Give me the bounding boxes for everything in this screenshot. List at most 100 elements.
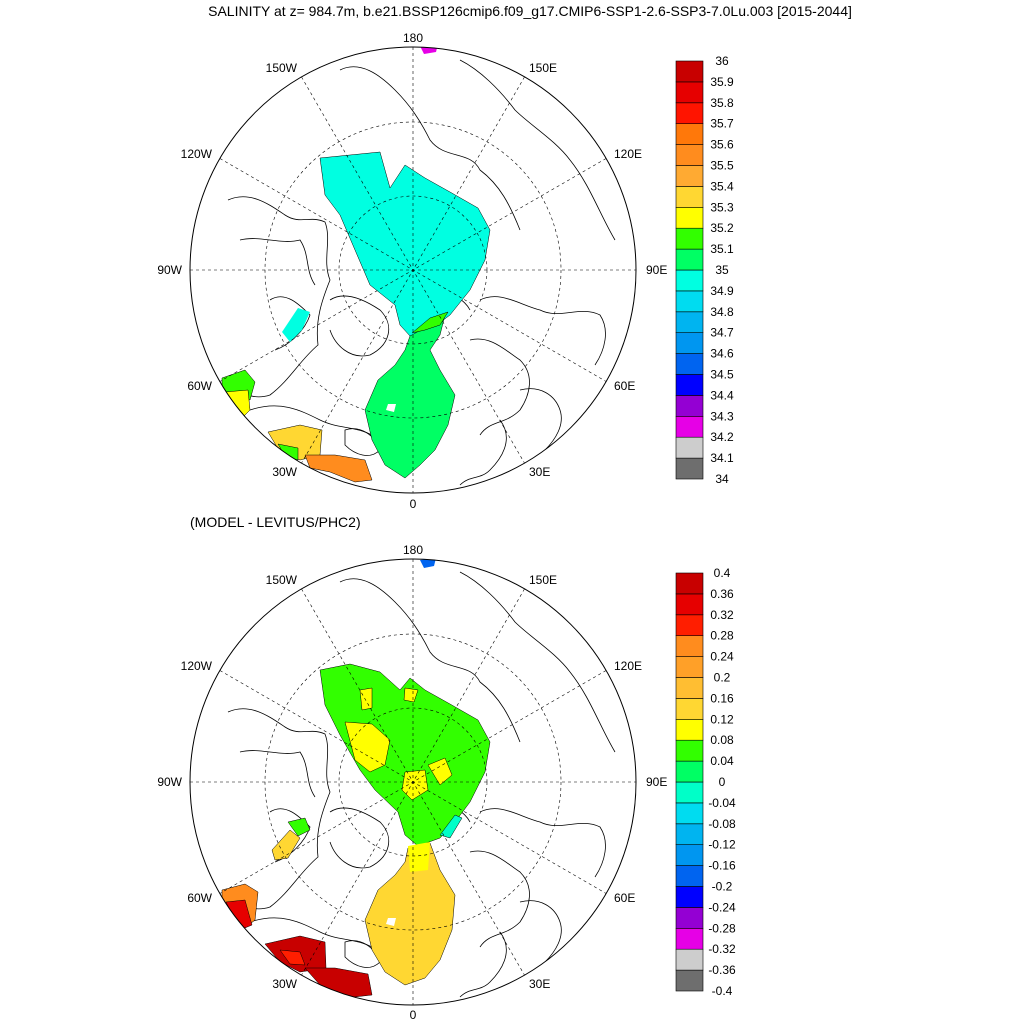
diff-0-08-e xyxy=(427,757,453,786)
colorbar-swatch xyxy=(675,123,704,145)
colorbar-label: 35.4 xyxy=(710,179,734,193)
colorbar-label: 35.2 xyxy=(710,221,734,235)
colorbar-label: 0.2 xyxy=(714,671,731,685)
longitude-labels-bottom: 180 0 90W 90E 150W 150E 120W 120E 60W 60… xyxy=(157,543,667,1022)
colorbar-label: 35.7 xyxy=(710,117,734,131)
svg-text:120E: 120E xyxy=(614,147,642,161)
svg-text:180: 180 xyxy=(403,31,423,45)
colorbar-swatch xyxy=(675,656,704,678)
diff-neg-sliver xyxy=(439,814,463,839)
page-title: SALINITY at z= 984.7m, b.e21.BSSP126cmip… xyxy=(208,3,852,19)
colorbar-label: -0.16 xyxy=(708,859,736,873)
svg-text:0: 0 xyxy=(410,497,417,511)
colorbar-label: 0.36 xyxy=(710,587,734,601)
colorbar-swatch xyxy=(675,614,704,636)
region-pacific-magenta xyxy=(420,47,438,54)
colorbar-label: -0.12 xyxy=(708,838,736,852)
colorbar-swatch xyxy=(675,248,704,271)
colorbar-label: 34 xyxy=(715,472,729,486)
colorbar-label: 0.16 xyxy=(710,691,734,705)
svg-text:30W: 30W xyxy=(272,465,297,479)
colorbar-swatch xyxy=(675,948,704,971)
colorbar-swatch xyxy=(675,353,704,375)
difference-plot-title: (MODEL - LEVITUS/PHC2) xyxy=(190,514,361,530)
colorbar-label: 0.24 xyxy=(710,650,734,664)
svg-text:120W: 120W xyxy=(181,147,213,161)
colorbar-swatch xyxy=(675,572,704,595)
colorbar-swatch xyxy=(675,969,704,992)
colorbar-label: 35 xyxy=(715,263,729,277)
colorbar-label: -0.2 xyxy=(712,880,733,894)
colorbar-swatch xyxy=(675,374,704,396)
colorbar-swatch xyxy=(675,698,704,720)
difference-colorbar: 0.4 0.36 0.32 0.28 0.24 0.2 0.16 0.12 0.08 0.04 0 -… xyxy=(675,566,736,998)
colorbar-swatch xyxy=(675,269,704,292)
colorbar-swatch xyxy=(675,865,704,887)
colorbar-swatch xyxy=(675,436,704,459)
coastlines xyxy=(227,59,616,486)
colorbar-label: 0.12 xyxy=(710,712,734,726)
colorbar-label: 34.4 xyxy=(710,388,734,402)
svg-text:30E: 30E xyxy=(529,465,550,479)
difference-polar-map: 180 0 90W 90E 150W 150E 120W 120E 60W 60… xyxy=(157,543,667,1022)
colorbar-swatch xyxy=(675,81,704,104)
colorbar-swatch xyxy=(675,332,704,354)
svg-text:60W: 60W xyxy=(187,379,212,393)
colorbar-label: 35.1 xyxy=(710,242,734,256)
region-35-1-sliver xyxy=(411,311,449,334)
colorbar-swatch xyxy=(675,927,704,950)
region-labrador-yellow xyxy=(224,389,251,419)
colorbar-label: -0.04 xyxy=(708,796,736,810)
svg-text:150W: 150W xyxy=(266,573,298,587)
diff-baffin-yellow xyxy=(271,829,301,861)
svg-text:60W: 60W xyxy=(187,891,212,905)
colorbar-label: 0.32 xyxy=(710,608,734,622)
colorbar-label: 34.5 xyxy=(710,368,734,382)
svg-text:120E: 120E xyxy=(614,659,642,673)
svg-text:150W: 150W xyxy=(266,61,298,75)
colorbar-swatch xyxy=(675,635,704,657)
colorbar-swatch xyxy=(675,593,704,616)
colorbar-swatch xyxy=(675,781,704,804)
colorbar-label: 34.2 xyxy=(710,430,734,444)
colorbar-label: 0.08 xyxy=(710,733,734,747)
colorbar-label: -0.28 xyxy=(708,921,736,935)
diff-nordic-red xyxy=(304,967,373,999)
colorbar-label: 35.6 xyxy=(710,138,734,152)
colorbar-label: -0.24 xyxy=(708,900,736,914)
colorbar-swatch xyxy=(675,290,704,313)
svg-text:180: 180 xyxy=(403,543,423,557)
svg-text:90W: 90W xyxy=(157,263,182,277)
colorbar-label: 36 xyxy=(715,54,729,68)
diff-0-08-b xyxy=(359,687,373,711)
colorbar-label: 34.9 xyxy=(710,284,734,298)
diff-irminger-orange xyxy=(279,949,306,966)
diff-pacific-blue xyxy=(420,559,436,568)
colorbar-swatch xyxy=(675,739,704,762)
map-border xyxy=(189,46,637,494)
svg-text:60E: 60E xyxy=(614,891,635,905)
svg-text:120W: 120W xyxy=(181,659,213,673)
colorbar-swatch xyxy=(675,165,704,187)
colorbar-label: 0 xyxy=(719,775,726,789)
colorbar-swatch xyxy=(675,457,704,480)
diff-0-12-nordic xyxy=(364,842,456,986)
colorbar-label: 35.8 xyxy=(710,96,734,110)
colorbar-label: 35.5 xyxy=(710,159,734,173)
colorbar-label: 34.6 xyxy=(710,347,734,361)
colorbar-label: 34.7 xyxy=(710,326,734,340)
colorbar-label: 34.1 xyxy=(710,451,734,465)
salinity-fields xyxy=(221,47,491,483)
colorbar-swatch xyxy=(675,718,704,741)
region-nordic-orange xyxy=(304,454,373,483)
colorbar-swatch xyxy=(675,311,704,333)
colorbar-swatch xyxy=(675,415,704,438)
difference-fields xyxy=(221,559,491,999)
diff-baffin-green xyxy=(287,817,311,837)
colorbar-swatch xyxy=(675,802,704,825)
colorbar-swatch xyxy=(675,886,704,908)
colorbar-swatch xyxy=(675,760,704,783)
colorbar-swatch xyxy=(675,102,704,125)
colorbar-label: 35.3 xyxy=(710,200,734,214)
